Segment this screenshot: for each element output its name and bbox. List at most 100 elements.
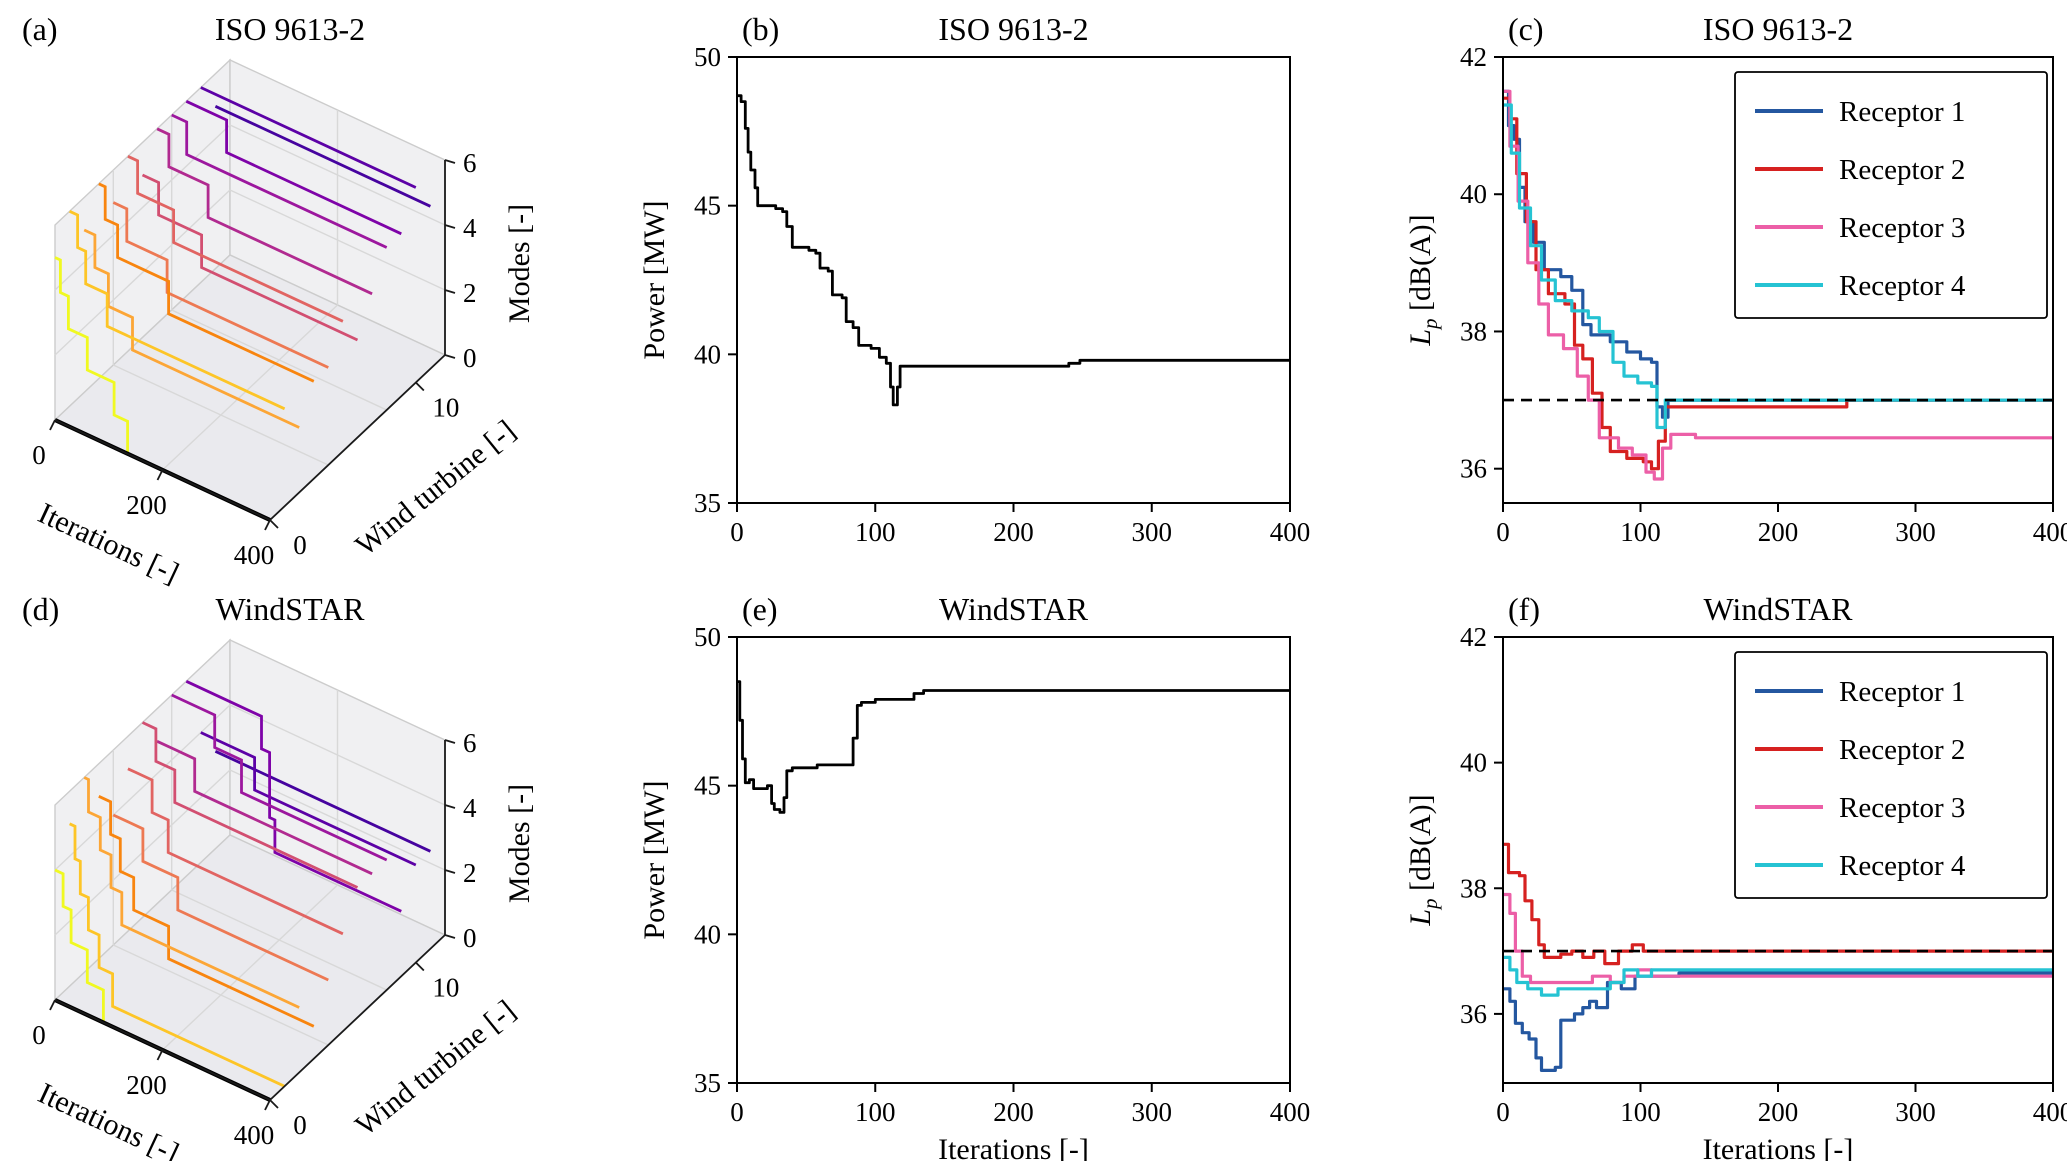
z-axis-label: Modes [-]: [503, 784, 536, 903]
y-axis-label: Wind turbine [-]: [349, 994, 522, 1143]
panel-letter: (d): [22, 591, 59, 627]
x-tick-label: 200: [1758, 1097, 1799, 1127]
legend-label: Receptor 2: [1839, 154, 1965, 186]
y-tick-label: 36: [1460, 999, 1487, 1029]
x-tick: [49, 999, 56, 1011]
y-tick-label: 38: [1460, 873, 1487, 903]
turbine-modes-line-8: [171, 693, 388, 862]
panel-letter: (c): [1508, 11, 1544, 47]
turbine-modes-line-2: [83, 228, 300, 429]
turbine-modes-line-1: [69, 822, 286, 1088]
x-tick-label: 100: [1620, 1097, 1661, 1127]
x-tick: [264, 1099, 271, 1111]
x-tick-label: 300: [1895, 1097, 1936, 1127]
x-tick-label: 200: [126, 490, 167, 520]
x-tick-label: 400: [2033, 517, 2067, 547]
z-tick-label: 0: [463, 923, 477, 953]
x-tick-label: 0: [730, 517, 744, 547]
z-tick-label: 6: [463, 148, 477, 178]
x-tick-label: 0: [730, 1097, 744, 1127]
legend-label: Receptor 3: [1839, 212, 1965, 244]
z-tick-label: 2: [463, 278, 477, 308]
plot-title: WindSTAR: [1703, 591, 1853, 627]
turbine-modes-line-7: [156, 740, 373, 876]
plot-title: ISO 9613-2: [1703, 11, 1853, 47]
turbine-modes-line-9: [185, 100, 402, 236]
x-tick-label: 100: [855, 517, 896, 547]
turbine-modes-line-3: [98, 795, 315, 1028]
panel-b: 0 100 200 300 400 35 40 45 50 ISO 9613-2 (b) Power …: [638, 11, 1310, 547]
y-tick-label: 40: [694, 919, 721, 949]
plot-area: [737, 680, 1290, 814]
y-tick-label: 10: [432, 393, 459, 423]
legend: Receptor 1 Receptor 2 Receptor 3 Receptor 4: [1734, 71, 2048, 319]
z-tick: [444, 739, 456, 744]
legend: Receptor 1 Receptor 2 Receptor 3 Receptor 4: [1734, 651, 2048, 899]
x-tick-label: 300: [1132, 1097, 1173, 1127]
x-tick-label: 300: [1895, 517, 1936, 547]
grid-line: [162, 304, 338, 471]
z-tick: [444, 289, 456, 294]
z-tick-label: 0: [463, 343, 477, 373]
y-axis-label: Power [MW]: [638, 200, 671, 359]
x-tick: [264, 519, 271, 531]
legend-label: Receptor 2: [1839, 734, 1965, 766]
turbine-modes-line-1: [69, 210, 286, 411]
y-tick: [269, 519, 279, 529]
turbine-modes-line-0: [54, 868, 271, 1102]
grid-line: [54, 124, 231, 291]
y-tick-label: 38: [1460, 316, 1487, 346]
turbine-modes-line-11: [214, 750, 431, 853]
x-tick-label: 200: [993, 517, 1034, 547]
grid-line: [171, 889, 387, 991]
panel-letter: (f): [1508, 591, 1540, 627]
plot-title: WindSTAR: [939, 591, 1089, 627]
turbine-modes-line-11: [214, 105, 431, 208]
grid-line: [54, 189, 231, 356]
y-tick: [415, 381, 425, 392]
plot-area: [1503, 89, 2053, 481]
y-tick-label: 42: [1460, 622, 1487, 652]
z-tick: [444, 159, 456, 164]
turbine-modes-line-6: [141, 173, 359, 342]
y-axis-label: Power [MW]: [638, 780, 671, 939]
x-tick-label: 0: [32, 1020, 46, 1050]
series-line-receptor-4: [1503, 955, 2053, 997]
series-line-receptor-3: [1503, 892, 2053, 985]
grid-line: [162, 884, 338, 1051]
z-tick-label: 4: [463, 793, 477, 823]
grid-line: [171, 309, 387, 411]
z-tick-label: 4: [463, 213, 477, 243]
y-tick-label: 50: [694, 42, 721, 72]
legend-label: Receptor 1: [1839, 676, 1965, 708]
y-tick-label: 42: [1460, 42, 1487, 72]
x-tick-label: 0: [32, 440, 46, 470]
grid-line: [113, 944, 329, 1046]
z-axis-label: Modes [-]: [503, 204, 536, 323]
panel-letter: (b): [742, 11, 779, 47]
axes-frame: [736, 56, 1291, 504]
legend-label: Receptor 4: [1839, 270, 1966, 302]
x-tick: [156, 1049, 164, 1061]
x-tick-label: 100: [855, 1097, 896, 1127]
series-line-receptor-1: [1503, 971, 2053, 1072]
legend-label: Receptor 3: [1839, 792, 1965, 824]
z-tick-label: 6: [463, 728, 477, 758]
x-tick-label: 400: [234, 1120, 275, 1150]
x-tick: [156, 469, 164, 481]
y-axis-label: Wind turbine [-]: [349, 414, 522, 563]
panel-f: 0 100 200 300 400 36 38 40 42 WindSTAR (f) Iteratio…: [1404, 591, 2067, 1161]
axes-frame: [736, 636, 1291, 1084]
z-tick-label: 2: [463, 858, 477, 888]
turbine-modes-line-9: [185, 680, 402, 913]
y-tick-label: 0: [293, 530, 307, 560]
x-tick-label: 200: [993, 1097, 1034, 1127]
plot-title: ISO 9613-2: [938, 11, 1088, 47]
plot-title: WindSTAR: [215, 591, 365, 627]
y-axis-label: Lp [dB(A)]: [1404, 794, 1442, 926]
x-tick-label: 400: [2033, 1097, 2067, 1127]
z-tick: [444, 869, 456, 874]
